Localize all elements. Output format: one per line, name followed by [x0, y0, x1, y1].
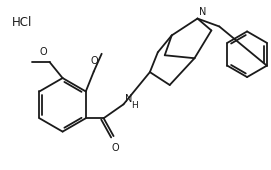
Text: O: O: [39, 47, 47, 57]
Text: H: H: [131, 101, 138, 110]
Text: O: O: [112, 143, 119, 153]
Text: N: N: [199, 7, 207, 16]
Text: HCl: HCl: [12, 16, 32, 29]
Text: N: N: [125, 94, 133, 104]
Text: O: O: [91, 56, 99, 66]
